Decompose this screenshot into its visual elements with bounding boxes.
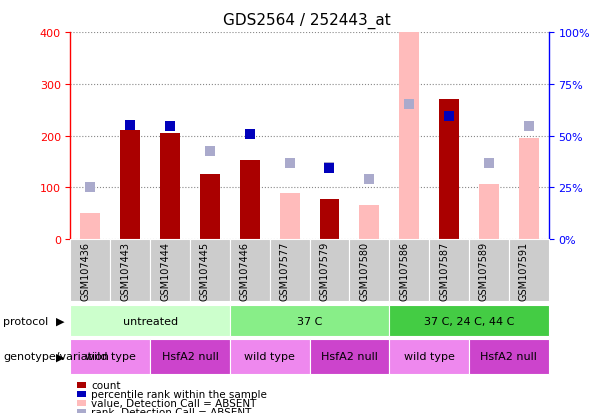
- Text: wild type: wild type: [245, 351, 295, 362]
- Bar: [479, 184, 499, 240]
- Bar: [80, 214, 101, 240]
- Text: 37 C, 24 C, 44 C: 37 C, 24 C, 44 C: [424, 316, 514, 326]
- Text: GSM107586: GSM107586: [399, 241, 409, 300]
- Bar: [519, 138, 539, 240]
- Text: GSM107580: GSM107580: [359, 241, 369, 300]
- Text: HsfA2 null: HsfA2 null: [321, 351, 378, 362]
- Text: percentile rank within the sample: percentile rank within the sample: [91, 389, 267, 399]
- Text: genotype/variation: genotype/variation: [3, 351, 109, 362]
- Text: GSM107587: GSM107587: [439, 241, 449, 300]
- Bar: [240, 161, 260, 240]
- Text: 37 C: 37 C: [297, 316, 322, 326]
- Text: GSM107589: GSM107589: [479, 241, 489, 300]
- Text: wild type: wild type: [85, 351, 135, 362]
- Text: GSM107577: GSM107577: [280, 241, 290, 300]
- Text: GDS2564 / 252443_at: GDS2564 / 252443_at: [223, 12, 390, 28]
- Bar: [319, 199, 340, 240]
- Bar: [160, 134, 180, 240]
- Text: count: count: [91, 380, 121, 390]
- Bar: [399, 33, 419, 240]
- Text: rank, Detection Call = ABSENT: rank, Detection Call = ABSENT: [91, 407, 252, 413]
- Text: ▶: ▶: [56, 351, 64, 362]
- Bar: [280, 193, 300, 240]
- Text: GSM107443: GSM107443: [120, 241, 130, 300]
- Text: protocol: protocol: [3, 316, 48, 326]
- Text: untreated: untreated: [123, 316, 178, 326]
- Text: GSM107444: GSM107444: [160, 241, 170, 300]
- Text: GSM107436: GSM107436: [80, 241, 91, 300]
- Bar: [439, 100, 459, 240]
- Text: HsfA2 null: HsfA2 null: [162, 351, 218, 362]
- Bar: [359, 206, 379, 240]
- Text: GSM107446: GSM107446: [240, 241, 250, 300]
- Text: GSM107445: GSM107445: [200, 241, 210, 300]
- Text: GSM107591: GSM107591: [519, 241, 528, 300]
- Text: wild type: wild type: [404, 351, 454, 362]
- Text: HsfA2 null: HsfA2 null: [481, 351, 537, 362]
- Text: GSM107579: GSM107579: [319, 241, 330, 300]
- Text: value, Detection Call = ABSENT: value, Detection Call = ABSENT: [91, 398, 257, 408]
- Bar: [120, 131, 140, 240]
- Text: ▶: ▶: [56, 316, 64, 326]
- Bar: [200, 175, 220, 240]
